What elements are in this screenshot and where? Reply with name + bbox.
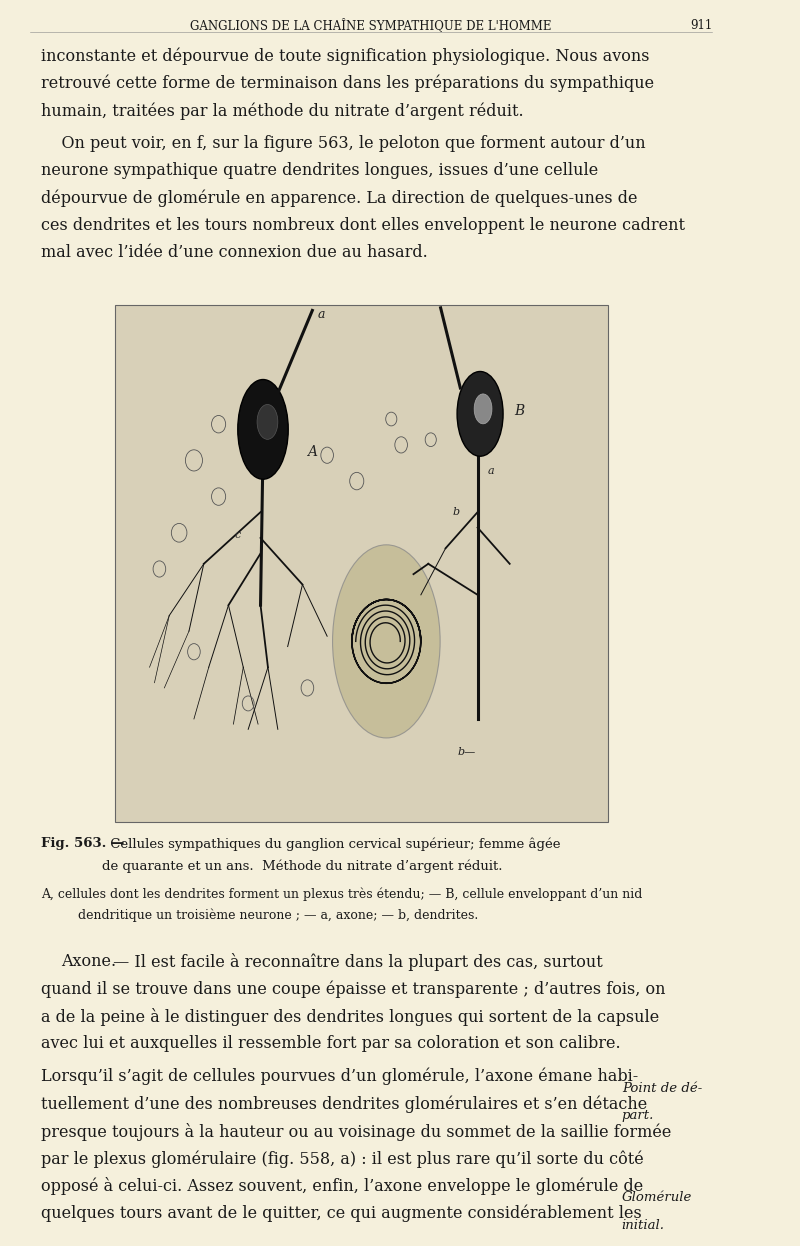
Ellipse shape <box>238 380 288 480</box>
Text: Glomérule: Glomérule <box>622 1191 692 1204</box>
Text: par le plexus glomérulaire (fig. 558, a) : il est plus rare qu’il sorte du côté: par le plexus glomérulaire (fig. 558, a)… <box>41 1150 643 1168</box>
Text: neurone sympathique quatre dendrites longues, issues d’une cellule: neurone sympathique quatre dendrites lon… <box>41 162 598 179</box>
Bar <box>115 305 608 822</box>
Text: a: a <box>487 466 494 476</box>
Text: part.: part. <box>622 1109 654 1121</box>
Text: dendritique un troisième neurone ; — a, axone; — b, dendrites.: dendritique un troisième neurone ; — a, … <box>78 908 478 922</box>
Text: inconstante et dépourvue de toute signification physiologique. Nous avons: inconstante et dépourvue de toute signif… <box>41 47 650 65</box>
Text: c: c <box>234 531 241 541</box>
Text: Lorsqu’il s’agit de cellules pourvues d’un glomérule, l’axone émane habi-: Lorsqu’il s’agit de cellules pourvues d’… <box>41 1068 638 1085</box>
Text: GANGLIONS DE LA CHAÎNE SYMPATHIQUE DE L'HOMME: GANGLIONS DE LA CHAÎNE SYMPATHIQUE DE L'… <box>190 19 552 32</box>
Text: quelques tours avant de le quitter, ce qui augmente considérablement les: quelques tours avant de le quitter, ce q… <box>41 1205 642 1222</box>
Ellipse shape <box>457 371 503 456</box>
Text: b: b <box>453 507 460 517</box>
Text: A, cellules dont les dendrites forment un plexus très étendu; — B, cellule envel: A, cellules dont les dendrites forment u… <box>41 887 642 901</box>
Text: a: a <box>318 308 325 321</box>
Text: ces dendrites et les tours nombreux dont elles enveloppent le neurone cadrent: ces dendrites et les tours nombreux dont… <box>41 217 685 234</box>
Text: Fig. 563. —: Fig. 563. — <box>41 837 124 850</box>
Text: mal avec l’idée d’une connexion due au hasard.: mal avec l’idée d’une connexion due au h… <box>41 244 427 262</box>
Text: — Il est facile à reconnaître dans la plupart des cas, surtout: — Il est facile à reconnaître dans la pl… <box>107 953 602 971</box>
Text: On peut voir, en f, sur la figure 563, le peloton que forment autour d’un: On peut voir, en f, sur la figure 563, l… <box>41 135 646 152</box>
Text: dépourvue de glomérule en apparence. La direction de quelques-unes de: dépourvue de glomérule en apparence. La … <box>41 189 638 207</box>
Text: de quarante et un ans.  Méthode du nitrate d’argent réduit.: de quarante et un ans. Méthode du nitrat… <box>102 860 502 873</box>
Text: humain, traitées par la méthode du nitrate d’argent réduit.: humain, traitées par la méthode du nitra… <box>41 102 523 120</box>
Text: B: B <box>514 404 525 417</box>
Ellipse shape <box>474 394 492 424</box>
Text: initial.: initial. <box>622 1219 665 1231</box>
Text: quand il se trouve dans une coupe épaisse et transparente ; d’autres fois, on: quand il se trouve dans une coupe épaiss… <box>41 981 666 998</box>
Ellipse shape <box>333 545 440 738</box>
Text: retrouvé cette forme de terminaison dans les préparations du sympathique: retrouvé cette forme de terminaison dans… <box>41 75 654 92</box>
Text: Point de dé-: Point de dé- <box>622 1082 702 1094</box>
Text: A: A <box>307 445 318 459</box>
Text: a de la peine à le distinguer des dendrites longues qui sortent de la capsule: a de la peine à le distinguer des dendri… <box>41 1008 659 1025</box>
Ellipse shape <box>257 405 278 440</box>
Text: Axone.: Axone. <box>62 953 117 971</box>
Text: avec lui et auxquelles il ressemble fort par sa coloration et son calibre.: avec lui et auxquelles il ressemble fort… <box>41 1035 621 1053</box>
Text: opposé à celui-ci. Assez souvent, enfin, l’axone enveloppe le glomérule de: opposé à celui-ci. Assez souvent, enfin,… <box>41 1177 643 1195</box>
Text: b—: b— <box>458 748 476 758</box>
Text: tuellement d’une des nombreuses dendrites glomérulaires et s’en détache: tuellement d’une des nombreuses dendrite… <box>41 1095 647 1113</box>
Text: Cellules sympathiques du ganglion cervical supérieur; femme âgée: Cellules sympathiques du ganglion cervic… <box>106 837 561 851</box>
Text: 911: 911 <box>690 19 712 31</box>
Text: presque toujours à la hauteur ou au voisinage du sommet de la saillie formée: presque toujours à la hauteur ou au vois… <box>41 1123 671 1140</box>
